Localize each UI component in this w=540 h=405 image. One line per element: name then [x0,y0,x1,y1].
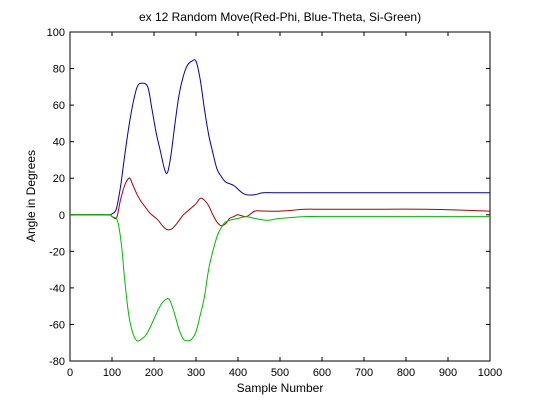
x-axis: 0 100 200 300 400 500 600 700 800 900 1000 [67,32,502,379]
series-line-0 [69,59,490,216]
x-tick-label: 300 [187,367,205,379]
y-tick-label: 60 [53,100,65,112]
y-axis-label: Angle in Degrees [24,150,38,242]
x-tick-label: 100 [103,367,121,379]
y-tick-label: 0 [59,210,65,222]
x-tick-label: 600 [313,367,331,379]
x-tick-label: 800 [397,367,415,379]
series-line-1 [69,177,491,231]
x-axis-label: Sample Number [237,381,324,395]
x-tick-label: 400 [229,367,247,379]
y-tick-label: 100 [47,27,65,39]
y-tick-label: 40 [53,137,65,149]
x-tick-label: 500 [271,367,289,379]
x-tick-label: 900 [439,367,457,379]
y-axis: -80 -60 -40 -20 0 20 40 60 80 100 [47,27,490,368]
y-tick-label: 20 [53,173,65,185]
x-tick-label: 0 [67,367,73,379]
y-tick-label: -40 [49,283,65,295]
y-tick-label: -60 [49,319,65,331]
x-tick-label: 200 [145,367,163,379]
x-tick-label: 700 [355,367,373,379]
y-tick-label: -20 [49,246,65,258]
y-tick-label: 80 [53,64,65,76]
x-tick-label: 1000 [478,367,502,379]
series-group [69,59,491,342]
plot-frame [69,31,491,362]
chart-title: ex 12 Random Move(Red-Phi, Blue-Theta, S… [139,10,421,24]
y-tick-label: -80 [49,356,65,368]
series-line-2 [69,214,490,342]
